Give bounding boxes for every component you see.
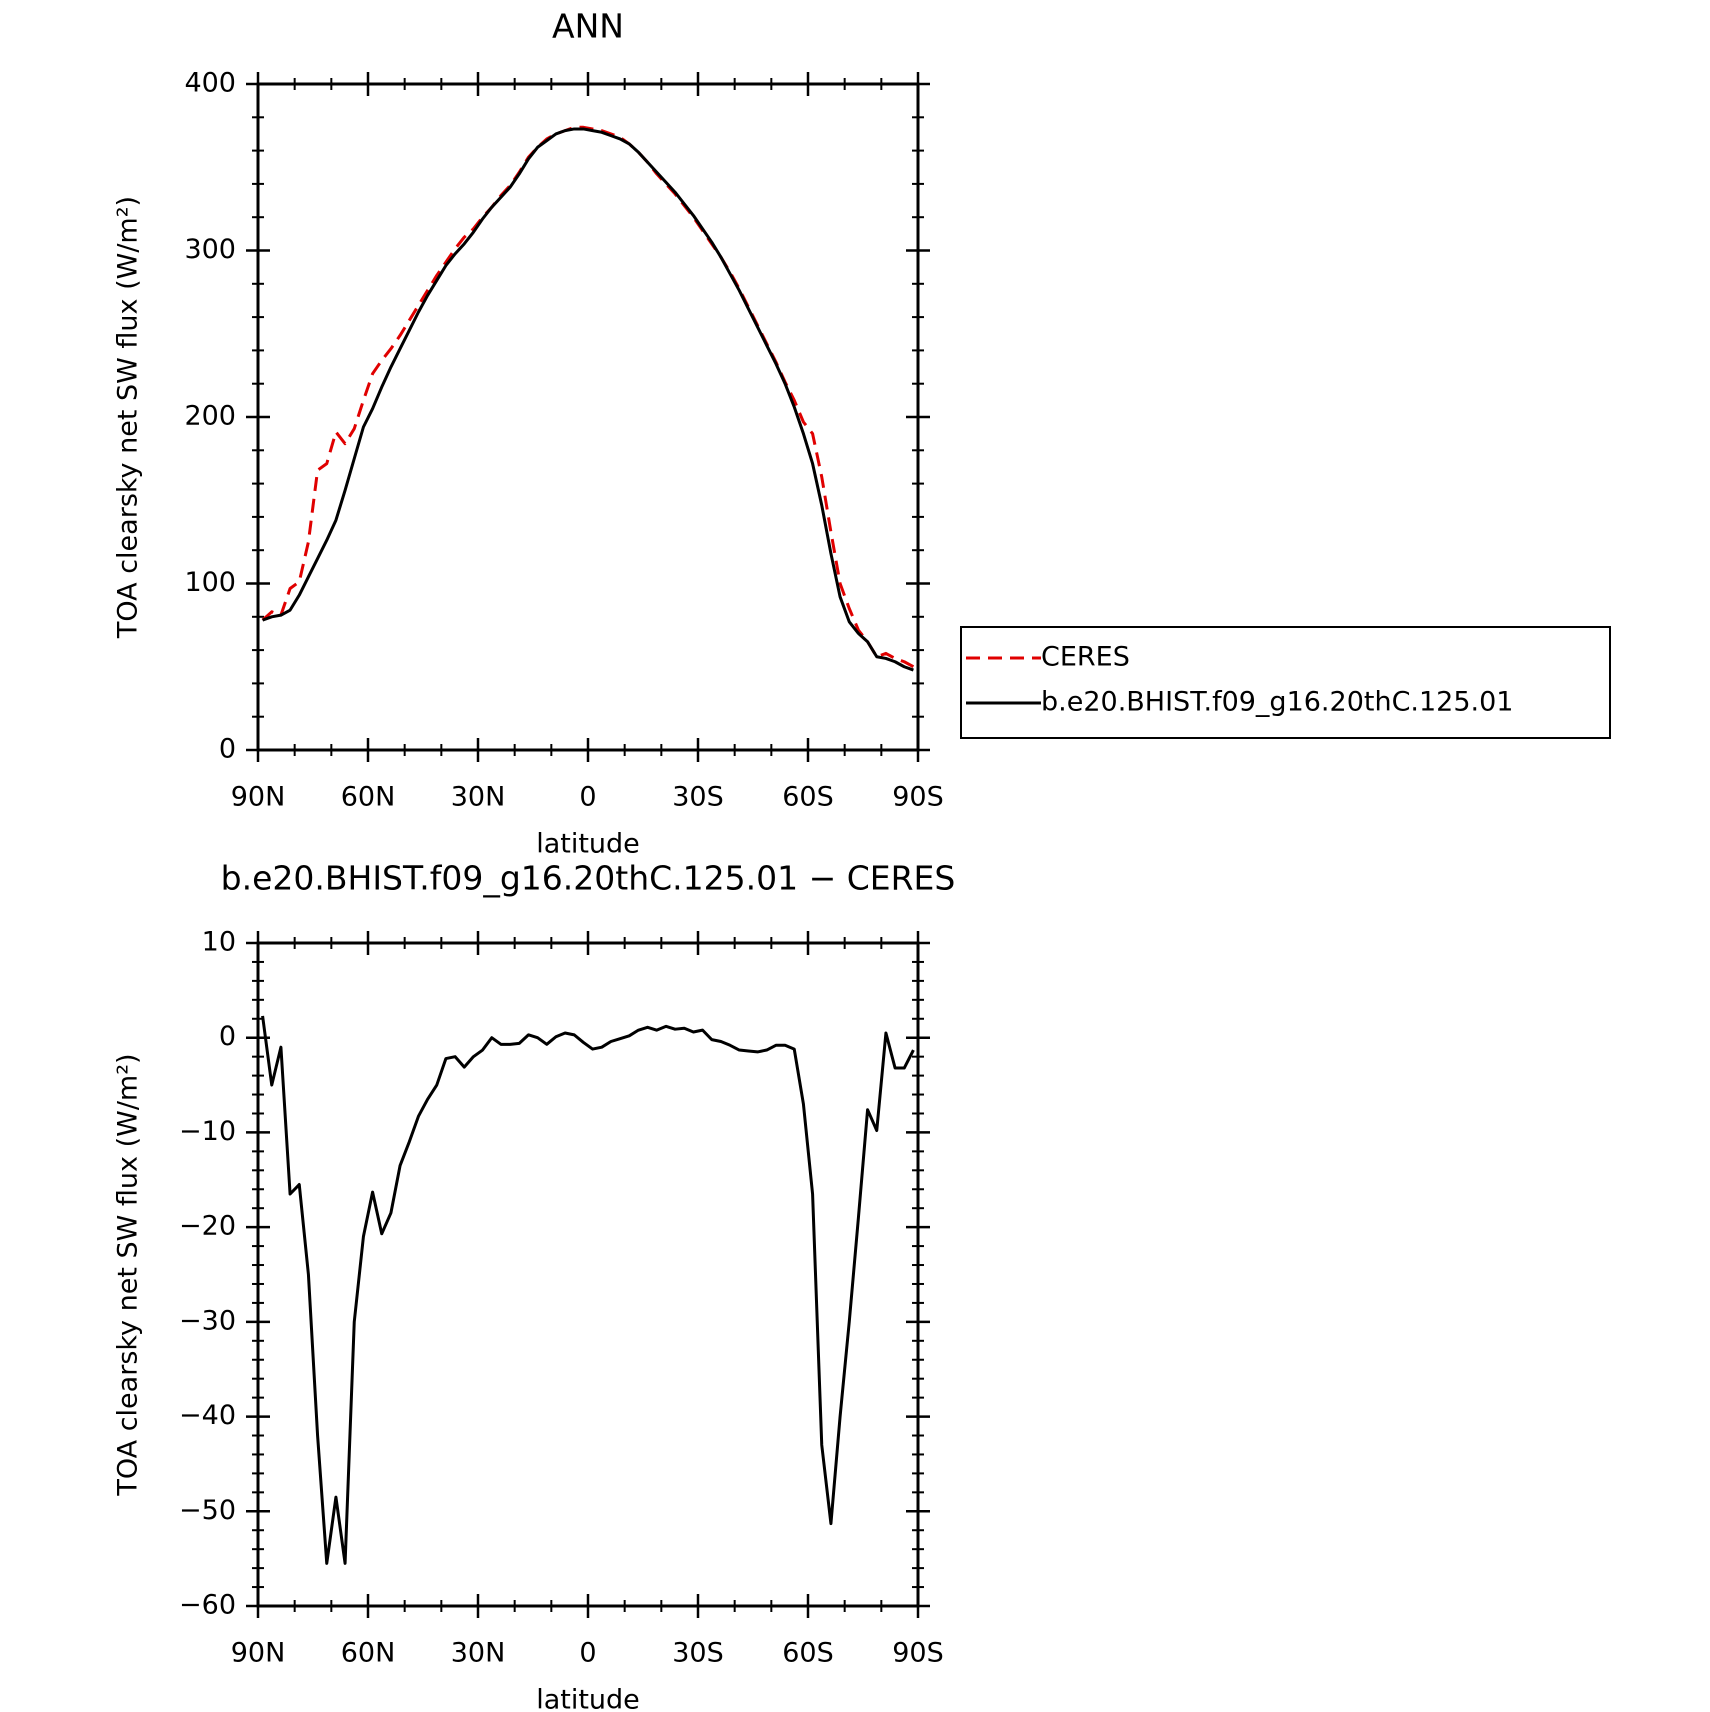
y-tick-label: 400 xyxy=(184,68,236,99)
x-tick-label: 0 xyxy=(579,782,596,813)
y-tick-label: −10 xyxy=(179,1116,236,1147)
y-tick-label: −50 xyxy=(179,1495,236,1526)
y-tick-label: 300 xyxy=(184,234,236,265)
plot-frame xyxy=(256,82,920,752)
data-line xyxy=(262,127,914,672)
x-tick-label: 30S xyxy=(672,1638,724,1669)
chart-title: ANN xyxy=(552,7,624,46)
y-tick-label: 10 xyxy=(202,927,236,958)
y-tick-label: 100 xyxy=(184,567,236,598)
y-tick-label: −20 xyxy=(179,1211,236,1242)
x-axis-label: latitude xyxy=(536,1685,640,1712)
y-axis-label: TOA clearsky net SW flux (W/m²) xyxy=(113,1053,144,1496)
x-tick-label: 60N xyxy=(341,782,396,813)
y-tick-label: −30 xyxy=(179,1305,236,1336)
y-tick-label: −40 xyxy=(179,1400,236,1431)
x-tick-label: 30N xyxy=(451,782,506,813)
legend-box xyxy=(960,626,1611,739)
chart-title: b.e20.BHIST.f09_g16.20thC.125.01 − CERES xyxy=(221,859,956,898)
data-line xyxy=(261,125,915,669)
x-tick-label: 30N xyxy=(451,1638,506,1669)
x-tick-label: 60S xyxy=(782,782,834,813)
x-axis-label: latitude xyxy=(536,829,640,860)
x-tick-label: 90N xyxy=(231,1638,286,1669)
x-tick-label: 90S xyxy=(892,1638,944,1669)
legend-label: CERES xyxy=(1041,642,1130,673)
y-tick-label: 0 xyxy=(219,1021,236,1052)
data-line xyxy=(261,1015,915,1565)
y-axis-label: TOA clearsky net SW flux (W/m²) xyxy=(113,196,144,639)
legend-label: b.e20.BHIST.f09_g16.20thC.125.01 xyxy=(1041,687,1513,718)
x-tick-label: 90N xyxy=(231,782,286,813)
y-tick-label: 200 xyxy=(184,401,236,432)
x-tick-label: 60S xyxy=(782,1638,834,1669)
y-tick-label: 0 xyxy=(219,734,236,765)
x-tick-label: 90S xyxy=(892,782,944,813)
x-tick-label: 0 xyxy=(579,1638,596,1669)
plot-frame xyxy=(256,941,920,1608)
x-tick-label: 30S xyxy=(672,782,724,813)
y-tick-label: −60 xyxy=(179,1590,236,1621)
x-tick-label: 60N xyxy=(341,1638,396,1669)
